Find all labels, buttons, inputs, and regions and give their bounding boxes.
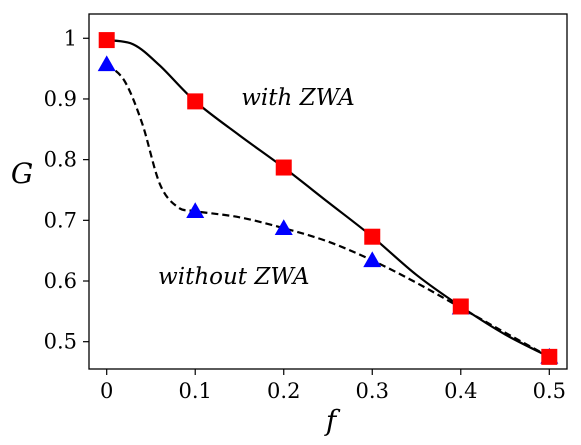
with-zwa-point	[98, 32, 115, 49]
x-tick-label: 0.5	[533, 379, 566, 403]
y-tick-label: 0.6	[44, 269, 77, 293]
ticks: 0 0.1 0.2 0.3 0.4 0.5 0.5 0.6 0.7 0.8 0.9 1	[44, 26, 566, 403]
y-axis-label: G	[11, 157, 33, 190]
without-zwa-point	[97, 55, 116, 72]
x-tick-label: 0.2	[267, 379, 300, 403]
x-axis-label: f	[324, 404, 341, 437]
with-zwa-point	[364, 228, 381, 245]
annotation: without ZWA	[158, 264, 309, 290]
with-zwa-point	[541, 348, 558, 365]
annotation: with ZWA	[241, 85, 354, 111]
plot-area: with ZWA without ZWA	[97, 32, 559, 365]
with-zwa-point	[187, 93, 204, 110]
x-tick-label: 0.4	[444, 379, 477, 403]
with-zwa-point	[275, 159, 292, 176]
axes	[88, 13, 568, 370]
y-tick-label: 1	[64, 26, 77, 50]
x-tick-label: 0.3	[356, 379, 389, 403]
y-tick-label: 0.7	[44, 208, 77, 232]
y-tick-label: 0.9	[44, 87, 77, 111]
without-zwa-point	[186, 202, 205, 218]
y-tick-label: 0.5	[44, 330, 77, 354]
without-zwa-point	[363, 251, 382, 268]
x-tick-label: 0.1	[179, 379, 212, 403]
x-tick-label: 0	[100, 379, 113, 403]
y-tick-label: 0.8	[44, 148, 77, 172]
without-zwa-point	[274, 219, 293, 235]
axes-frame	[88, 13, 568, 370]
with-zwa-point	[452, 298, 469, 315]
